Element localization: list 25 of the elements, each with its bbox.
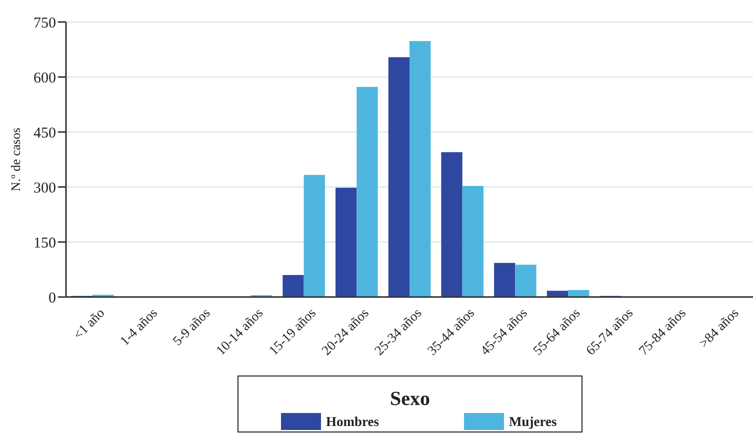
bar [462, 186, 484, 297]
bar [336, 188, 357, 297]
bar [282, 275, 304, 297]
bar [304, 174, 325, 297]
x-tick-label: 1-4 años [116, 305, 160, 348]
x-tick-label: 5-9 años [170, 305, 213, 348]
legend-label: Hombres [326, 414, 379, 429]
y-tick-label: 600 [34, 70, 56, 86]
bar [388, 57, 410, 297]
bar [515, 264, 536, 297]
bar [410, 41, 431, 297]
x-tick-label: >84 años [696, 305, 742, 351]
y-tick-label: 750 [34, 15, 56, 32]
y-tick-label: 300 [34, 180, 56, 196]
legend-title: Sexo [390, 388, 430, 410]
bar [441, 152, 462, 297]
bar [494, 262, 516, 297]
x-tick-label: <1 año [70, 305, 108, 342]
y-tick-label: 150 [34, 235, 56, 252]
y-tick-label: 0 [48, 290, 56, 306]
bar [356, 86, 378, 297]
y-tick-label: 450 [34, 125, 56, 142]
bar [568, 290, 590, 297]
y-axis-title: N.º de casos [8, 128, 23, 192]
legend-label: Mujeres [509, 414, 557, 429]
